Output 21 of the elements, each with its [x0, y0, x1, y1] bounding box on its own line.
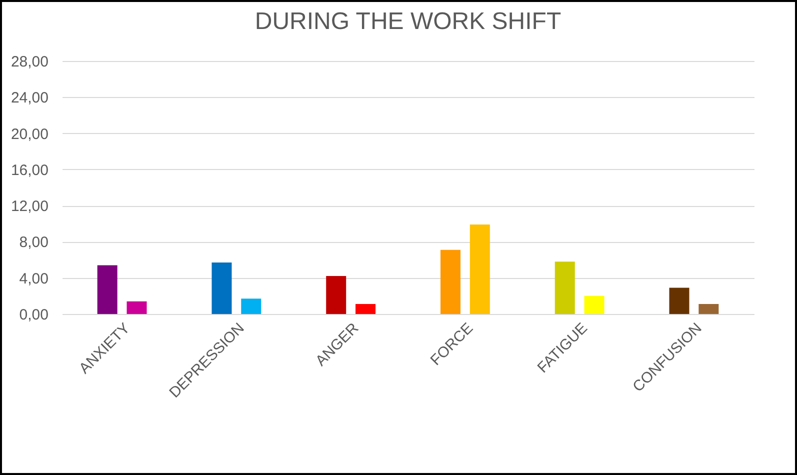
- bar: [212, 262, 232, 314]
- y-tick-label: 16,00: [10, 162, 48, 179]
- bar: [584, 296, 604, 314]
- y-tick-label: 12,00: [10, 198, 48, 216]
- bar: [669, 288, 690, 314]
- bar: [97, 265, 118, 314]
- chart-title: DURING THE WORK SHIFT: [254, 8, 562, 35]
- bar: [440, 250, 460, 314]
- bar: [126, 301, 147, 314]
- bar: [554, 262, 575, 314]
- y-tick-label: 20,00: [10, 126, 48, 143]
- y-tick-label: 28,00: [10, 54, 48, 70]
- bar: [470, 224, 490, 314]
- bar: [698, 304, 719, 314]
- bar: [356, 304, 376, 314]
- y-tick-label: 0,00: [19, 306, 48, 324]
- bar: [241, 298, 262, 314]
- y-tick-label: 24,00: [10, 90, 48, 107]
- bar: [326, 276, 346, 314]
- y-tick-label: 8,00: [19, 234, 48, 252]
- y-tick-label: 4,00: [19, 270, 48, 288]
